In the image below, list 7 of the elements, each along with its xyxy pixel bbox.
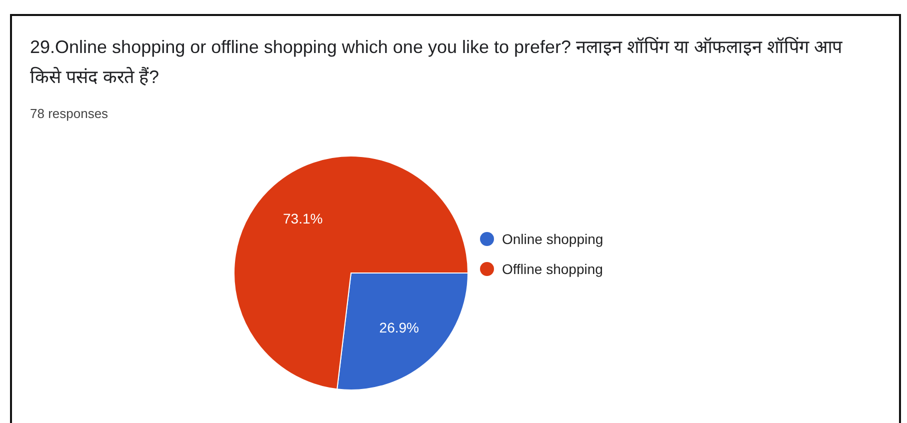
text: 78 responses — [30, 106, 108, 121]
legend-label: Offline shopping — [502, 261, 603, 277]
pie-slice — [234, 156, 468, 390]
data-label: 73.1% — [283, 210, 323, 227]
data-label: 26.9% — [379, 319, 419, 336]
legend-label: Online shopping — [502, 231, 604, 247]
chart-title: 29.Online shopping or offline shopping which one you like to prefer? नलाइन शॉपिंग या ऑफलाइन शॉपिंग आप किसे पसंद करते हैं? — [30, 36, 844, 89]
